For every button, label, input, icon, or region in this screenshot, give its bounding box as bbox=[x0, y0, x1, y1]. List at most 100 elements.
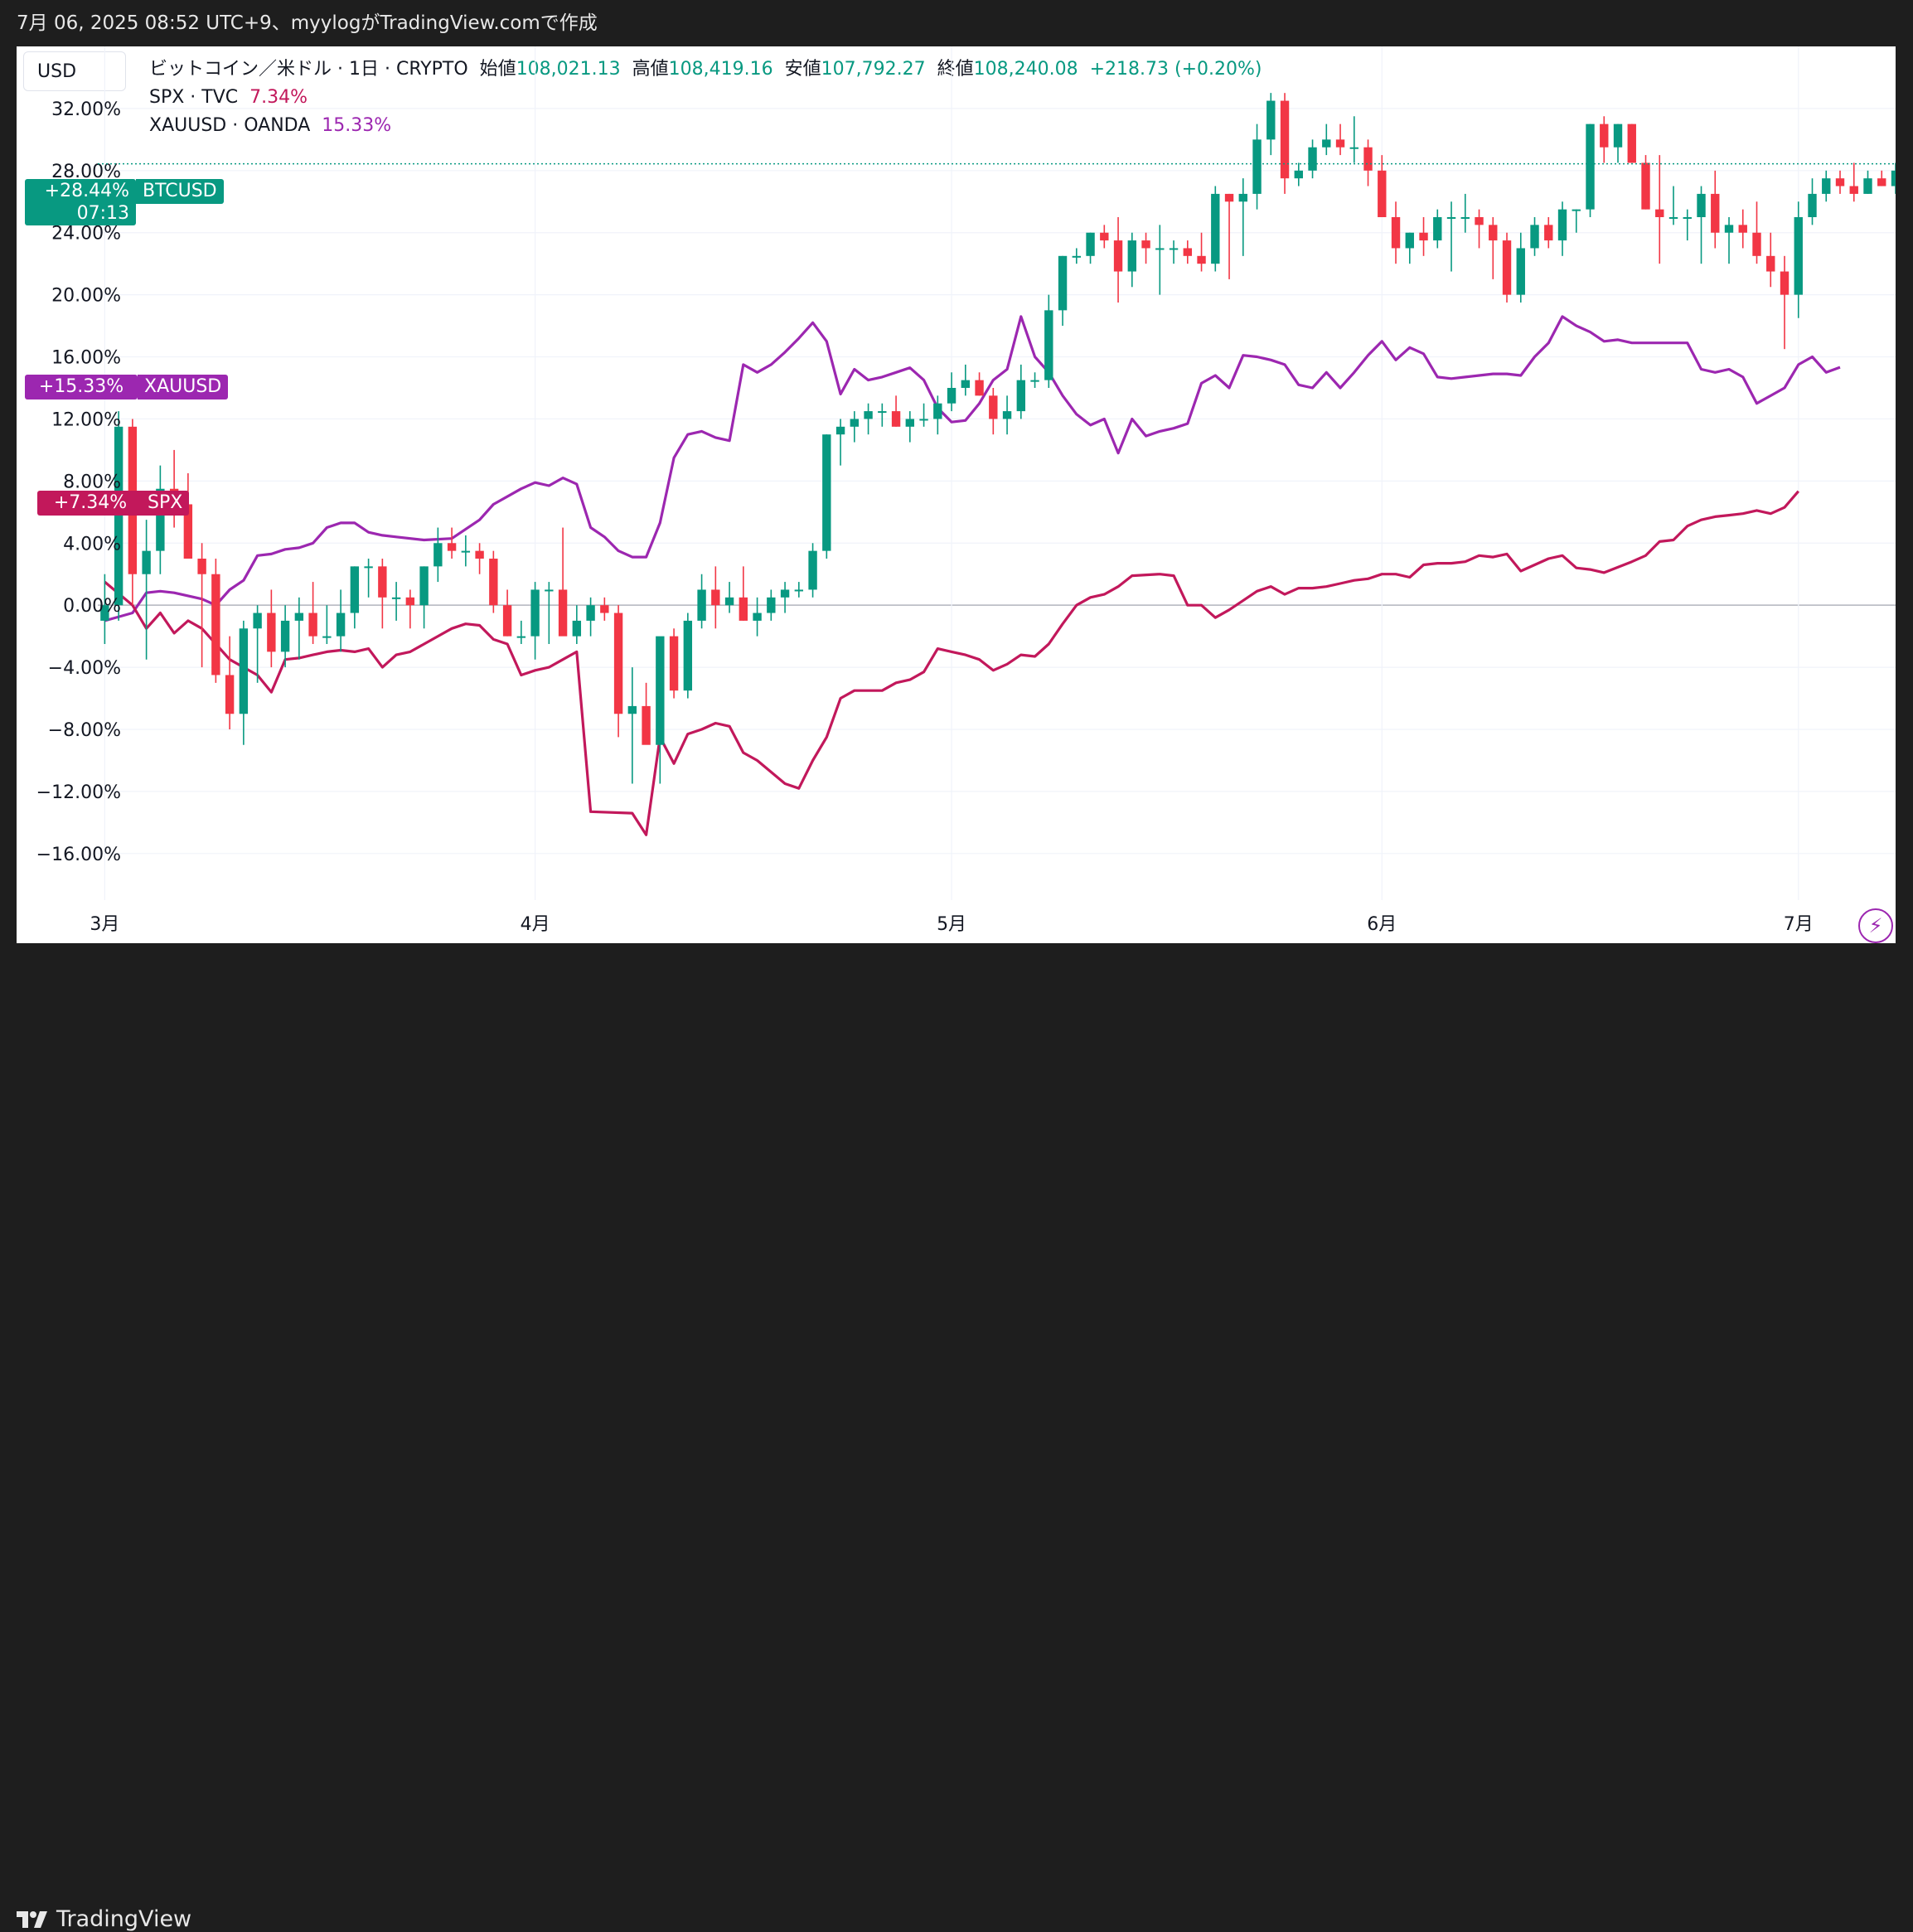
btc-candle bbox=[1391, 201, 1401, 264]
btc-candle-body bbox=[1794, 217, 1803, 295]
btc-candle-body bbox=[1627, 123, 1636, 163]
btc-candle-body bbox=[1460, 217, 1470, 219]
lightning-icon[interactable]: ⚡ bbox=[1858, 908, 1893, 943]
btc-candle bbox=[1544, 217, 1553, 249]
btc-candle-body bbox=[767, 597, 776, 613]
xauusd-line-layer bbox=[104, 315, 1841, 622]
btc-candle-body bbox=[1391, 217, 1401, 249]
btc-candle bbox=[864, 403, 873, 435]
btc-candle bbox=[767, 589, 776, 621]
legend-close-label: 終値 bbox=[937, 59, 974, 80]
tradingview-logo[interactable]: TradingView bbox=[17, 1906, 191, 1932]
btc-candle-body bbox=[433, 543, 443, 567]
legend-xau-symbol[interactable]: XAUUSD · OANDA bbox=[149, 115, 311, 136]
btc-candle bbox=[558, 527, 568, 637]
btc-candle bbox=[1502, 232, 1512, 303]
btc-candle bbox=[225, 636, 235, 729]
btc-candle-body bbox=[1363, 147, 1373, 171]
btc-candle bbox=[780, 582, 790, 613]
btc-candle bbox=[253, 605, 262, 683]
btc-candle-body bbox=[1266, 100, 1276, 140]
btc-candle-body bbox=[183, 504, 193, 559]
legend-spx: SPX · TVC 7.34% bbox=[149, 86, 308, 109]
btc-candle-body bbox=[753, 613, 762, 621]
btc-candle-body bbox=[989, 395, 998, 419]
xau-symbol-badge: XAUUSD bbox=[138, 375, 229, 399]
xau-price-badge: +15.33% bbox=[25, 375, 138, 399]
btc-candle-body bbox=[947, 388, 956, 404]
btc-candle bbox=[239, 620, 249, 745]
btc-candle-body bbox=[1308, 147, 1317, 171]
legend-open-label: 始値 bbox=[479, 59, 516, 80]
legend-open-value: 108,021.13 bbox=[516, 59, 621, 80]
btc-candle bbox=[808, 543, 817, 598]
legend-spx-symbol[interactable]: SPX · TVC bbox=[149, 87, 239, 108]
tradingview-brand: TradingView bbox=[56, 1906, 192, 1932]
btc-symbol-badge: BTCUSD bbox=[136, 179, 224, 204]
legend-low-label: 安値 bbox=[784, 59, 821, 80]
btc-candle-body bbox=[683, 620, 693, 691]
btc-candle-body bbox=[1086, 232, 1095, 256]
btc-candle bbox=[1100, 225, 1109, 249]
btc-candle-body bbox=[1280, 100, 1290, 179]
btc-candle-body bbox=[114, 426, 123, 606]
btc-candle-body bbox=[1808, 193, 1817, 217]
chart-plot[interactable]: 32.00% 28.00% 24.00% 20.00% 16.00% 12.00% 8.00… bbox=[17, 46, 1896, 943]
btc-candle-body bbox=[530, 589, 540, 637]
btc-candle bbox=[1322, 123, 1331, 156]
btc-candle-body bbox=[1058, 255, 1068, 311]
btc-candle bbox=[1224, 193, 1234, 279]
btc-candle-body bbox=[711, 589, 720, 606]
btc-candle-body bbox=[864, 411, 873, 419]
btc-candle-body bbox=[669, 636, 679, 691]
btc-candle-body bbox=[308, 613, 317, 637]
btc-candle bbox=[1378, 155, 1387, 217]
btc-candle-body bbox=[545, 589, 554, 592]
btc-candle-body bbox=[1557, 209, 1567, 241]
btc-candle bbox=[1349, 116, 1358, 163]
btc-candle-body bbox=[1613, 123, 1623, 148]
spx-price-badge: +7.34% bbox=[37, 491, 143, 516]
btc-candle-body bbox=[1113, 240, 1123, 272]
axis-labels-layer: 32.00% 28.00% 24.00% 20.00% 16.00% 12.00% 8.00… bbox=[36, 99, 1896, 935]
btc-candle bbox=[850, 411, 860, 443]
chart-panel[interactable]: USD ビットコイン／米ドル · 1日 · CRYPTO 始値108,021.1… bbox=[17, 46, 1896, 943]
btc-candle bbox=[822, 434, 831, 559]
btc-candle-body bbox=[1197, 255, 1206, 264]
y-tick-label: 32.00% bbox=[51, 99, 121, 120]
btc-candle-body bbox=[905, 419, 915, 427]
x-tick-label: 5月 bbox=[937, 914, 966, 935]
btc-candle-body bbox=[197, 559, 206, 574]
btc-candle-body bbox=[1294, 170, 1303, 179]
btc-candle-body bbox=[656, 636, 665, 745]
btc-candle-body bbox=[794, 589, 804, 592]
btc-candle-body bbox=[1378, 170, 1387, 217]
y-tick-label: 16.00% bbox=[51, 348, 121, 369]
btc-candle bbox=[1363, 139, 1373, 186]
legend-close-value: 108,240.08 bbox=[973, 59, 1078, 80]
btc-candle bbox=[1613, 123, 1623, 163]
btc-candle bbox=[1863, 170, 1872, 194]
btc-candle-body bbox=[780, 589, 790, 598]
btc-candle-body bbox=[142, 550, 151, 574]
btc-candle-body bbox=[239, 628, 249, 714]
btc-candle-body bbox=[405, 597, 415, 606]
btc-candle-body bbox=[1668, 217, 1678, 219]
btc-candle bbox=[669, 628, 679, 699]
legend-main-symbol[interactable]: ビットコイン／米ドル · 1日 · CRYPTO bbox=[149, 59, 468, 80]
btc-candle-body bbox=[1863, 178, 1872, 194]
btc-candle-body bbox=[1016, 380, 1026, 412]
btc-candle-body bbox=[1655, 209, 1664, 217]
btc-candle-body bbox=[253, 613, 262, 629]
currency-button[interactable]: USD bbox=[23, 51, 126, 91]
y-tick-label: −16.00% bbox=[36, 845, 121, 865]
btc-candle-body bbox=[1072, 255, 1081, 258]
btc-candle bbox=[878, 403, 887, 427]
legend-xau-value: 15.33% bbox=[322, 115, 392, 136]
btc-candle bbox=[142, 520, 151, 660]
btc-candle bbox=[114, 411, 123, 621]
btc-candle bbox=[1335, 123, 1345, 156]
snapshot-caption: 7月 06, 2025 08:52 UTC+9、myylogがTradingVi… bbox=[17, 12, 598, 34]
btc-candle bbox=[1405, 232, 1414, 264]
y-tick-label: −8.00% bbox=[48, 720, 121, 741]
